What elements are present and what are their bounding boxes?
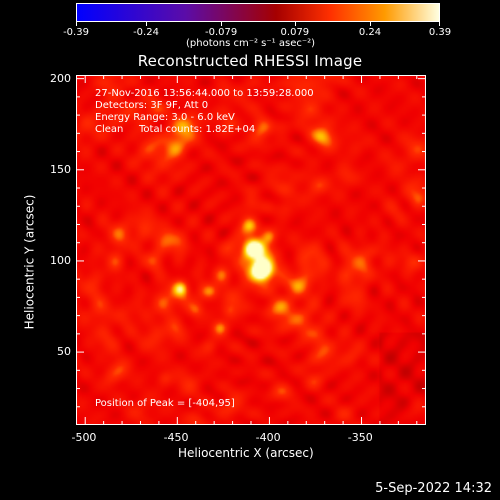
y-tick-label: 150: [50, 162, 71, 176]
colorbar-tick-label: -0.079: [205, 27, 238, 38]
x-tick-label: -400: [255, 431, 281, 444]
y-tick-label: 50: [57, 345, 71, 359]
x-tick-label: -350: [347, 431, 373, 444]
colorbar-tick-mark: [370, 22, 371, 26]
colorbar-tick-mark: [76, 22, 77, 26]
colorbar-tick-mark: [146, 22, 147, 26]
x-tick-label: -500: [71, 431, 97, 444]
info-method: Clean: [95, 124, 124, 135]
x-tick-label: -450: [163, 431, 189, 444]
x-axis-label: Heliocentric X (arcsec): [178, 446, 314, 460]
chart-title: Reconstructed RHESSI Image: [137, 52, 363, 70]
colorbar-tick-label: -0.39: [63, 27, 89, 38]
plot-area: 27-Nov-2016 13:56:44.000 to 13:59:28.000…: [76, 75, 426, 425]
y-tick-label: 200: [50, 71, 71, 85]
y-axis-label: Heliocentric Y (arcsec): [22, 194, 37, 330]
footer-timestamp: 5-Sep-2022 14:32: [375, 481, 492, 496]
info-detectors: Detectors: 3F 9F, Att 0: [95, 100, 209, 111]
colorbar-units: (photons cm⁻² s⁻¹ asec⁻²): [186, 38, 316, 49]
heatmap-image: [77, 76, 425, 424]
colorbar-tick-mark: [439, 22, 440, 26]
colorbar: [76, 3, 440, 22]
info-counts: Total counts: 1.82E+04: [139, 124, 256, 135]
colorbar-tick-mark: [294, 22, 296, 26]
info-peak: Position of Peak = [-404,95]: [95, 398, 235, 409]
colorbar-tick-label: -0.24: [133, 27, 159, 38]
colorbar-tick-label: 0.39: [428, 27, 452, 38]
colorbar-tick-label: 0.24: [358, 27, 382, 38]
colorbar-tick-label: 0.079: [280, 27, 310, 38]
colorbar-tick-mark: [221, 22, 223, 26]
info-energy: Energy Range: 3.0 - 6.0 keV: [95, 112, 235, 123]
info-time: 27-Nov-2016 13:56:44.000 to 13:59:28.000: [95, 88, 314, 99]
y-tick-label: 100: [50, 253, 71, 267]
